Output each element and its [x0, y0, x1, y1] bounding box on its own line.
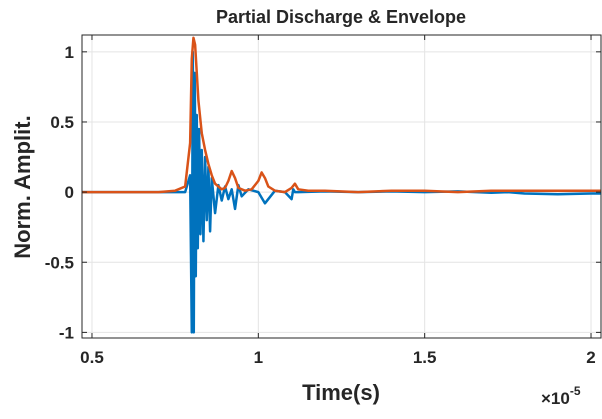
x-tick-label: 1.5	[413, 348, 437, 367]
x-exponent-power: -5	[570, 384, 581, 398]
x-exponent-label: ×10-5	[541, 384, 581, 408]
tick-layer: 0.5 1 1.5 2 -1 -0.5 0 0.5 1	[45, 35, 601, 367]
y-axis-label: Norm. Amplit.	[10, 115, 35, 258]
axes-box	[81, 34, 602, 339]
series-layer	[82, 36, 601, 334]
grid-lines	[82, 35, 601, 338]
y-tick-label: 0.5	[50, 113, 74, 132]
chart-title: Partial Discharge & Envelope	[216, 7, 466, 27]
y-tick-label: 0	[65, 183, 74, 202]
series-line-1	[82, 36, 601, 194]
y-tick-label: -0.5	[45, 253, 74, 272]
x-axis-label: Time(s)	[302, 380, 380, 405]
x-tick-label: 0.5	[80, 348, 104, 367]
y-tick-label: 1	[65, 43, 74, 62]
y-tick-label: -1	[59, 323, 74, 342]
x-tick-label: 1	[254, 348, 263, 367]
x-tick-label: 2	[586, 348, 595, 367]
x-exponent-base: ×10	[541, 389, 570, 408]
